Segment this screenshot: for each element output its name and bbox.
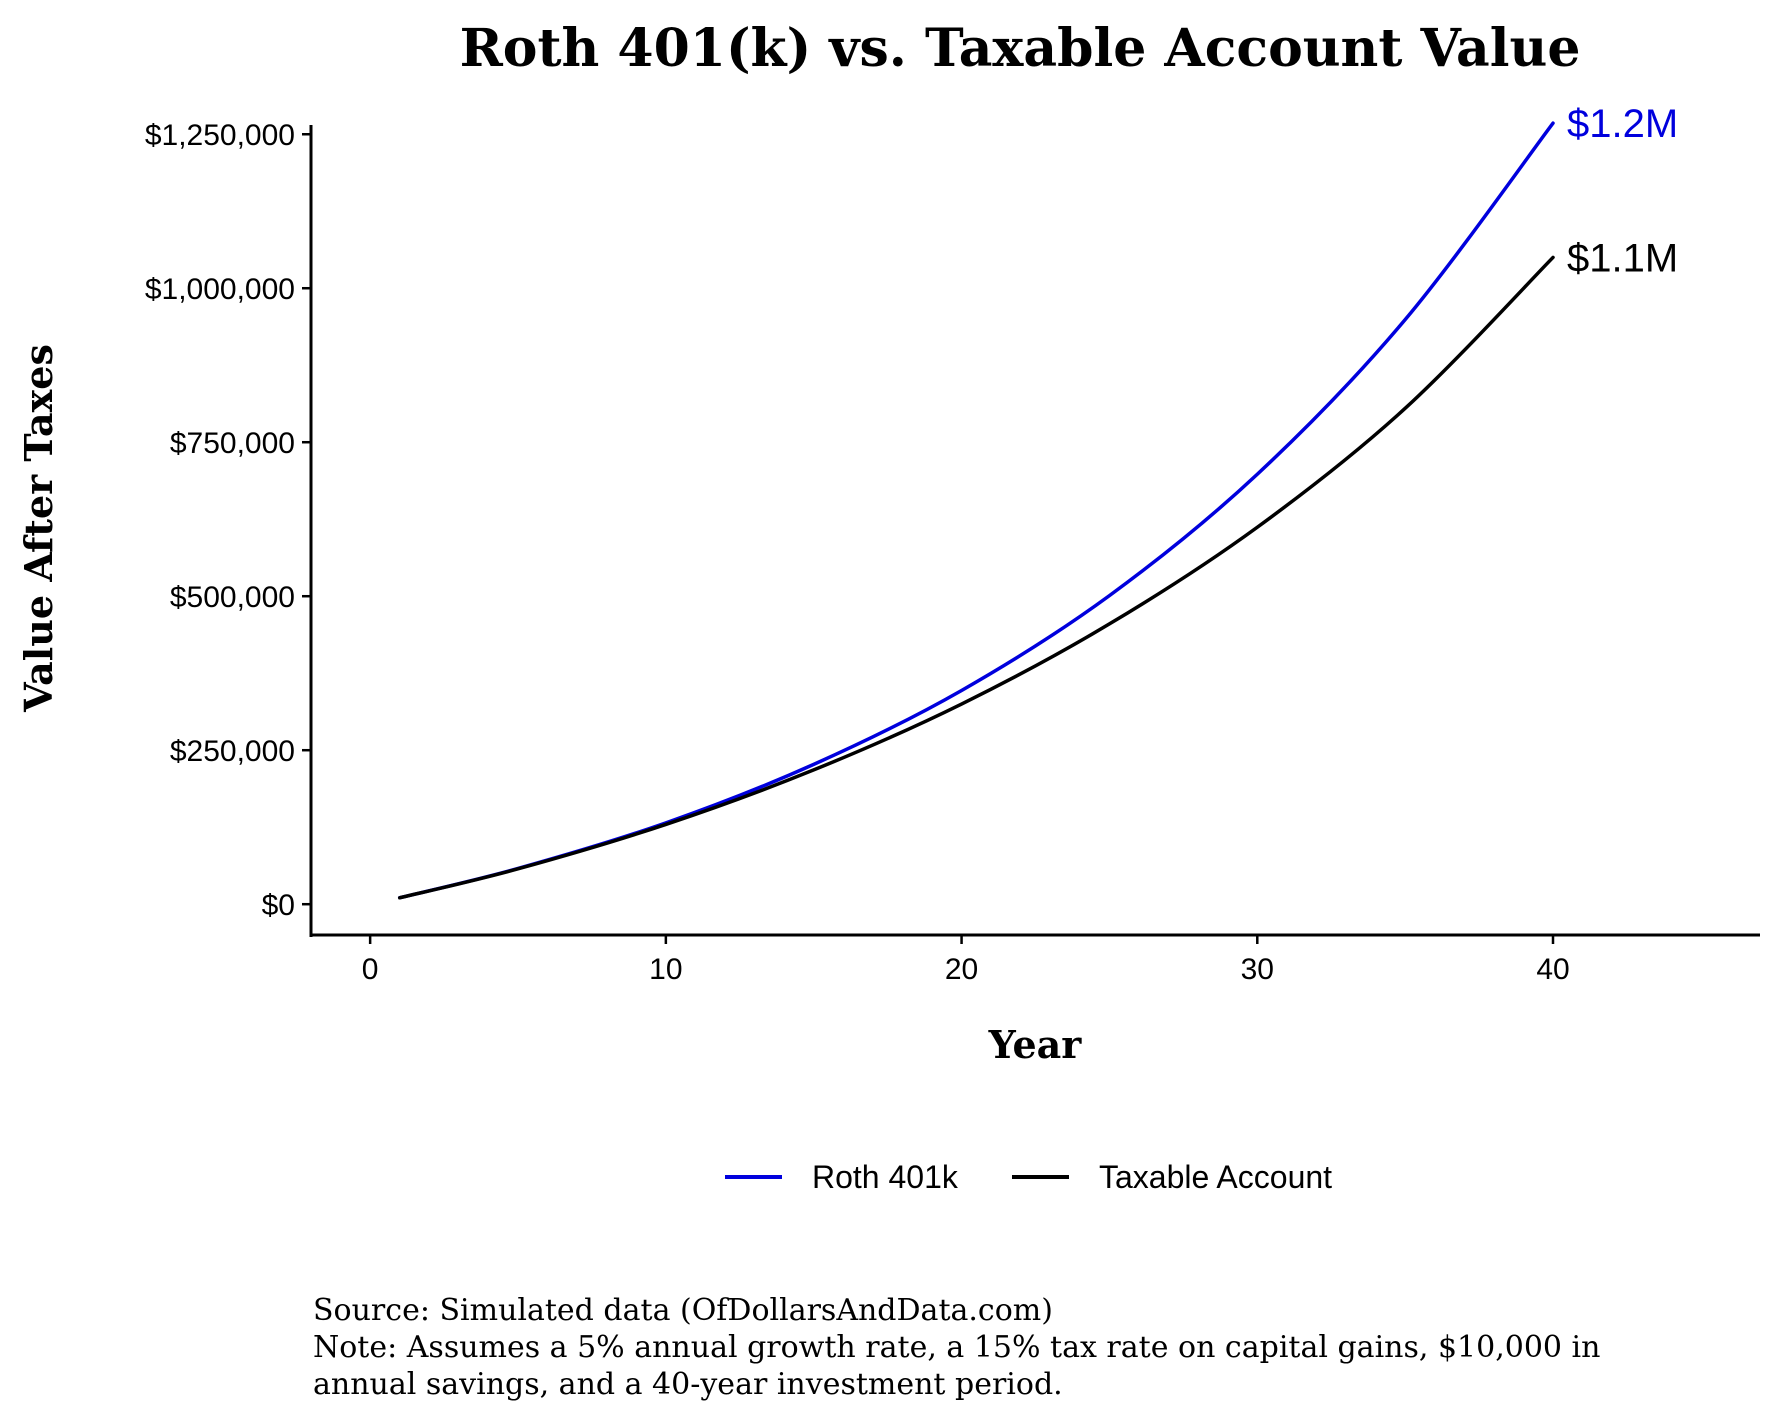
x-tick-label: 40 [1536, 953, 1569, 986]
y-tick-label: $0 [262, 889, 295, 922]
x-tick-label: 0 [362, 953, 379, 986]
legend-label-taxable: Taxable Account [1099, 1159, 1332, 1195]
y-axis-ticks: $0 $250,000 $500,000 $750,000 $1,000,000 $1,2… [145, 119, 311, 922]
y-tick-label: $500,000 [170, 581, 295, 614]
y-tick-label: $750,000 [170, 427, 295, 460]
caption: Source: Simulated data (OfDollarsAndData… [313, 1293, 1600, 1402]
x-tick-label: 10 [649, 953, 682, 986]
x-axis-ticks: 0 10 20 30 40 [362, 935, 1570, 986]
chart-title: Roth 401(k) vs. Taxable Account Value [460, 18, 1581, 79]
series-line-taxable [397, 255, 1555, 900]
series-line-roth [397, 121, 1555, 900]
y-axis-title: Value After Taxes [16, 344, 61, 713]
series-lines [397, 121, 1555, 900]
caption-note-line1: Note: Assumes a 5% annual growth rate, a… [313, 1330, 1600, 1365]
x-tick-label: 30 [1241, 953, 1274, 986]
legend-label-roth: Roth 401k [812, 1159, 959, 1195]
caption-source: Source: Simulated data (OfDollarsAndData… [313, 1293, 1053, 1328]
x-tick-label: 20 [945, 953, 978, 986]
legend: Roth 401k Taxable Account [725, 1159, 1332, 1195]
y-tick-label: $1,250,000 [145, 119, 295, 152]
caption-note-line2: annual savings, and a 40-year investment… [313, 1367, 1063, 1402]
end-labels: $1.2M $1.1M [1567, 102, 1678, 280]
x-axis-title: Year [988, 1022, 1083, 1067]
end-label-roth: $1.2M [1567, 102, 1678, 146]
end-label-taxable: $1.1M [1567, 236, 1678, 280]
y-tick-label: $250,000 [170, 735, 295, 768]
y-tick-label: $1,000,000 [145, 273, 295, 306]
